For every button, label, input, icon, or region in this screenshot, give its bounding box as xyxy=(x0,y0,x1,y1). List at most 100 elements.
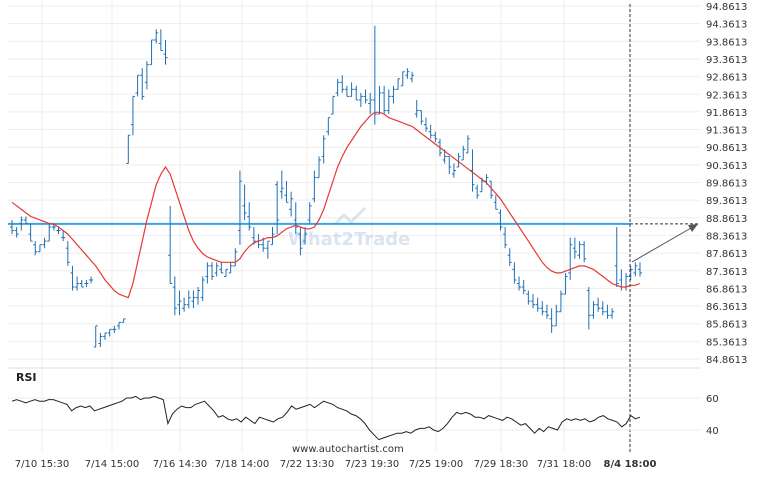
candle xyxy=(335,78,340,97)
x-tick-label: 7/10 15:30 xyxy=(15,459,69,470)
candle xyxy=(354,85,359,101)
candle xyxy=(298,227,303,256)
x-tick-label: 7/31 18:00 xyxy=(537,459,591,470)
candle xyxy=(116,321,121,330)
footer-url: www.autochartist.com xyxy=(292,444,404,455)
x-tick-label: 7/14 15:00 xyxy=(85,459,139,470)
candle xyxy=(200,276,205,302)
candle xyxy=(498,209,503,231)
projection-arrow-line xyxy=(631,223,699,263)
candle xyxy=(163,39,168,65)
candle xyxy=(158,29,163,52)
candle xyxy=(582,241,587,263)
candle xyxy=(363,89,368,104)
candle xyxy=(475,184,480,199)
candle xyxy=(340,75,345,93)
candle xyxy=(358,92,363,108)
candle xyxy=(130,95,135,136)
candle xyxy=(414,99,419,118)
candle xyxy=(605,304,610,319)
candle xyxy=(28,223,33,242)
candle xyxy=(461,145,466,161)
candle xyxy=(223,268,228,277)
rsi-tick-label: 60 xyxy=(706,394,719,405)
x-tick-label: 7/18 14:00 xyxy=(215,459,269,470)
candle xyxy=(191,290,196,309)
candle xyxy=(558,290,563,313)
candle xyxy=(279,170,284,199)
candle xyxy=(540,301,545,316)
candle xyxy=(433,131,438,143)
y-tick-label: 88.3613 xyxy=(706,231,747,242)
watermark-text: What2Trade xyxy=(288,229,410,250)
candle xyxy=(600,301,605,316)
candle xyxy=(126,134,131,164)
candle xyxy=(405,68,410,79)
rsi-label: RSI xyxy=(16,371,37,384)
candle xyxy=(633,262,638,277)
candle xyxy=(507,248,512,266)
candle xyxy=(303,227,308,245)
candle xyxy=(219,262,224,274)
candle xyxy=(33,241,38,256)
candle xyxy=(572,237,577,259)
candle xyxy=(103,332,108,340)
candle xyxy=(493,195,498,210)
candle xyxy=(107,328,112,337)
candle xyxy=(368,92,373,115)
candle xyxy=(610,308,615,319)
rsi-line xyxy=(11,395,641,441)
candle xyxy=(228,262,233,274)
grid xyxy=(8,0,700,452)
candle xyxy=(112,325,117,333)
y-tick-label: 90.8613 xyxy=(706,143,747,154)
y-tick-label: 87.3613 xyxy=(706,267,747,278)
projection-arrow xyxy=(631,223,699,263)
y-tick-label: 86.3613 xyxy=(706,302,747,313)
candle xyxy=(140,68,145,100)
candle xyxy=(521,279,526,295)
y-tick-label: 94.8613 xyxy=(706,2,747,13)
x-tick-label: 7/29 18:30 xyxy=(474,459,528,470)
candle xyxy=(168,205,173,285)
candle xyxy=(154,29,159,44)
candle xyxy=(312,170,317,203)
candle xyxy=(121,318,126,323)
candle xyxy=(233,248,238,267)
watermark-arrow-icon xyxy=(334,206,367,225)
candle xyxy=(531,294,536,309)
candle xyxy=(270,227,275,246)
y-tick-label: 85.8613 xyxy=(706,320,747,331)
candle xyxy=(293,202,298,235)
candle xyxy=(205,262,210,284)
candle xyxy=(503,227,508,249)
candle xyxy=(251,227,256,245)
candle xyxy=(196,287,201,305)
candle xyxy=(84,279,89,288)
candle xyxy=(372,25,377,125)
y-tick-label: 92.3613 xyxy=(706,90,747,101)
candle xyxy=(182,297,187,312)
y-tick-label: 90.3613 xyxy=(706,161,747,172)
candle xyxy=(424,117,429,132)
candle xyxy=(61,230,66,242)
candle xyxy=(186,290,191,309)
rsi-panel: RSI 60 40 xyxy=(8,367,719,441)
rsi-tick-label: 40 xyxy=(706,426,719,437)
x-tick-label: 7/22 13:30 xyxy=(280,459,334,470)
candle xyxy=(456,152,461,168)
candle xyxy=(638,262,642,277)
candle xyxy=(451,163,456,178)
candle xyxy=(396,78,401,90)
candle xyxy=(10,219,14,235)
candle xyxy=(596,297,601,312)
candle xyxy=(37,244,42,253)
y-axis-labels: 94.8613 94.3613 93.8613 93.3613 92.8613 92.36… xyxy=(706,2,747,366)
candle xyxy=(284,181,289,203)
y-tick-label: 93.8613 xyxy=(706,37,747,48)
candle xyxy=(135,74,140,97)
candle xyxy=(214,262,219,277)
candle xyxy=(554,304,559,327)
